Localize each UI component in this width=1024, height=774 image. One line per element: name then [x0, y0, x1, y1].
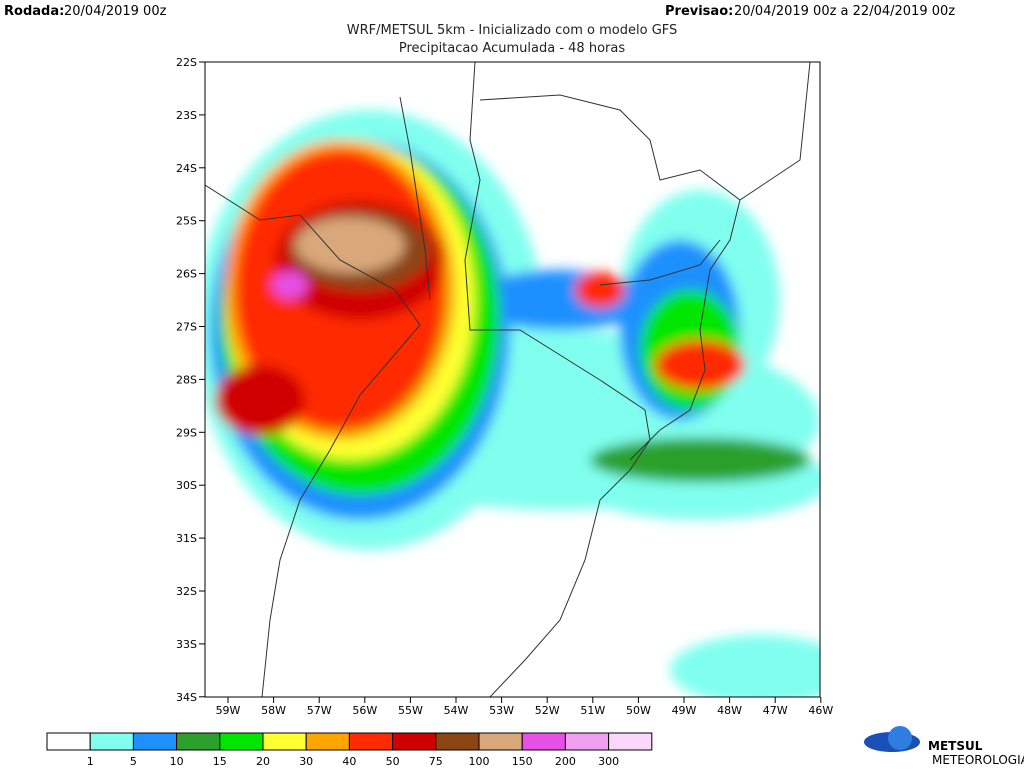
colorbar-label: 15 — [213, 755, 227, 768]
lat-label: 24S — [176, 162, 197, 175]
colorbar-label: 50 — [386, 755, 400, 768]
colorbar-label: 30 — [299, 755, 313, 768]
colorbar-label: 40 — [342, 755, 356, 768]
lon-label: 53W — [489, 704, 514, 717]
lat-label: 30S — [176, 479, 197, 492]
lon-label: 57W — [307, 704, 332, 717]
logo-name: METSUL — [928, 739, 983, 753]
colorbar-box — [348, 732, 394, 751]
colorbar-label: 20 — [256, 755, 270, 768]
colorbar-label: 75 — [429, 755, 443, 768]
lon-label: 59W — [216, 704, 241, 717]
colorbar-box — [262, 732, 307, 751]
lon-label: 50W — [626, 704, 651, 717]
colorbar-box — [478, 732, 523, 751]
lat-label: 31S — [176, 532, 197, 545]
run-date: 20/04/2019 00z — [64, 4, 167, 19]
lat-label: 25S — [176, 215, 197, 228]
boundaries — [205, 62, 811, 697]
lat-label: 29S — [176, 426, 197, 439]
lon-label: 46W — [808, 704, 833, 717]
colorbar-box — [89, 732, 134, 751]
lat-label: 34S — [176, 691, 197, 704]
colorbar-box — [564, 732, 610, 751]
map-subtitle: Precipitacao Acumulada - 48 horas — [399, 41, 625, 56]
colorbar-label: 100 — [469, 755, 490, 768]
lon-label: 55W — [398, 704, 423, 717]
logo-globe — [888, 726, 912, 750]
colorbar-label: 1 — [87, 755, 94, 768]
colorbar-box — [46, 732, 91, 751]
logo-tagline: METEOROLOGIA — [932, 753, 1024, 767]
colorbar-label: 10 — [170, 755, 184, 768]
lat-label: 28S — [176, 373, 197, 386]
colorbar-label: 300 — [598, 755, 619, 768]
lat-label: 23S — [176, 109, 197, 122]
lat-label: 27S — [176, 321, 197, 334]
lat-label: 33S — [176, 638, 197, 651]
lon-label: 47W — [763, 704, 788, 717]
colorbar-box — [176, 732, 221, 751]
colorbar-box — [392, 732, 437, 751]
colorbar-box — [132, 732, 178, 751]
colorbar-label: 200 — [555, 755, 576, 768]
forecast-label: Previsao: — [665, 4, 733, 19]
forecast-range: 20/04/2019 00z a 22/04/2019 00z — [734, 4, 955, 19]
lon-label: 51W — [580, 704, 605, 717]
lat-label: 32S — [176, 585, 197, 598]
colorbar-box — [435, 732, 480, 751]
lon-label: 52W — [535, 704, 560, 717]
lon-label: 49W — [672, 704, 697, 717]
precip-field — [205, 110, 820, 697]
colorbar-box — [219, 732, 264, 751]
colorbar-box — [608, 732, 653, 751]
lon-label: 54W — [444, 704, 469, 717]
lon-label: 56W — [352, 704, 377, 717]
lat-label: 26S — [176, 268, 197, 281]
lon-label: 58W — [261, 704, 286, 717]
colorbar-box — [305, 732, 350, 751]
lat-label: 22S — [176, 56, 197, 69]
run-label: Rodada: — [4, 4, 64, 19]
colorbar-label: 150 — [512, 755, 533, 768]
colorbar-label: 5 — [130, 755, 137, 768]
map-title: WRF/METSUL 5km - Inicializado com o mode… — [347, 23, 678, 38]
lon-label: 48W — [717, 704, 742, 717]
colorbar-box — [521, 732, 566, 751]
